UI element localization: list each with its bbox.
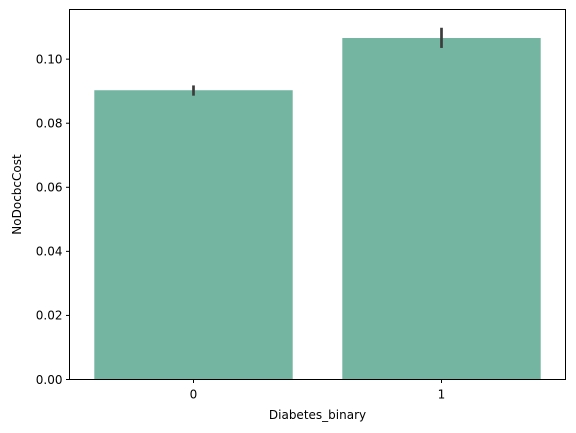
y-tick-label: 0.08 bbox=[36, 117, 63, 131]
plot-area-frame bbox=[69, 9, 566, 380]
x-tick-label: 0 bbox=[190, 388, 198, 402]
y-tick-label: 0.06 bbox=[36, 181, 63, 195]
x-tick-label: 1 bbox=[438, 388, 446, 402]
y-axis-label: NoDocbcCost bbox=[10, 154, 24, 235]
x-axis-label: Diabetes_binary bbox=[269, 408, 366, 422]
bar-1 bbox=[342, 38, 541, 380]
bars-layer bbox=[94, 38, 541, 380]
error-bars-layer bbox=[192, 27, 443, 96]
bar-0 bbox=[94, 90, 293, 380]
y-tick-label: 0.02 bbox=[36, 309, 63, 323]
y-tick-label: 0.04 bbox=[36, 245, 63, 259]
y-axis-ticks: 0.00 0.02 0.04 0.06 0.08 0.10 bbox=[36, 52, 70, 387]
y-tick-label: 0.00 bbox=[36, 373, 63, 387]
y-tick-label: 0.10 bbox=[36, 52, 63, 66]
